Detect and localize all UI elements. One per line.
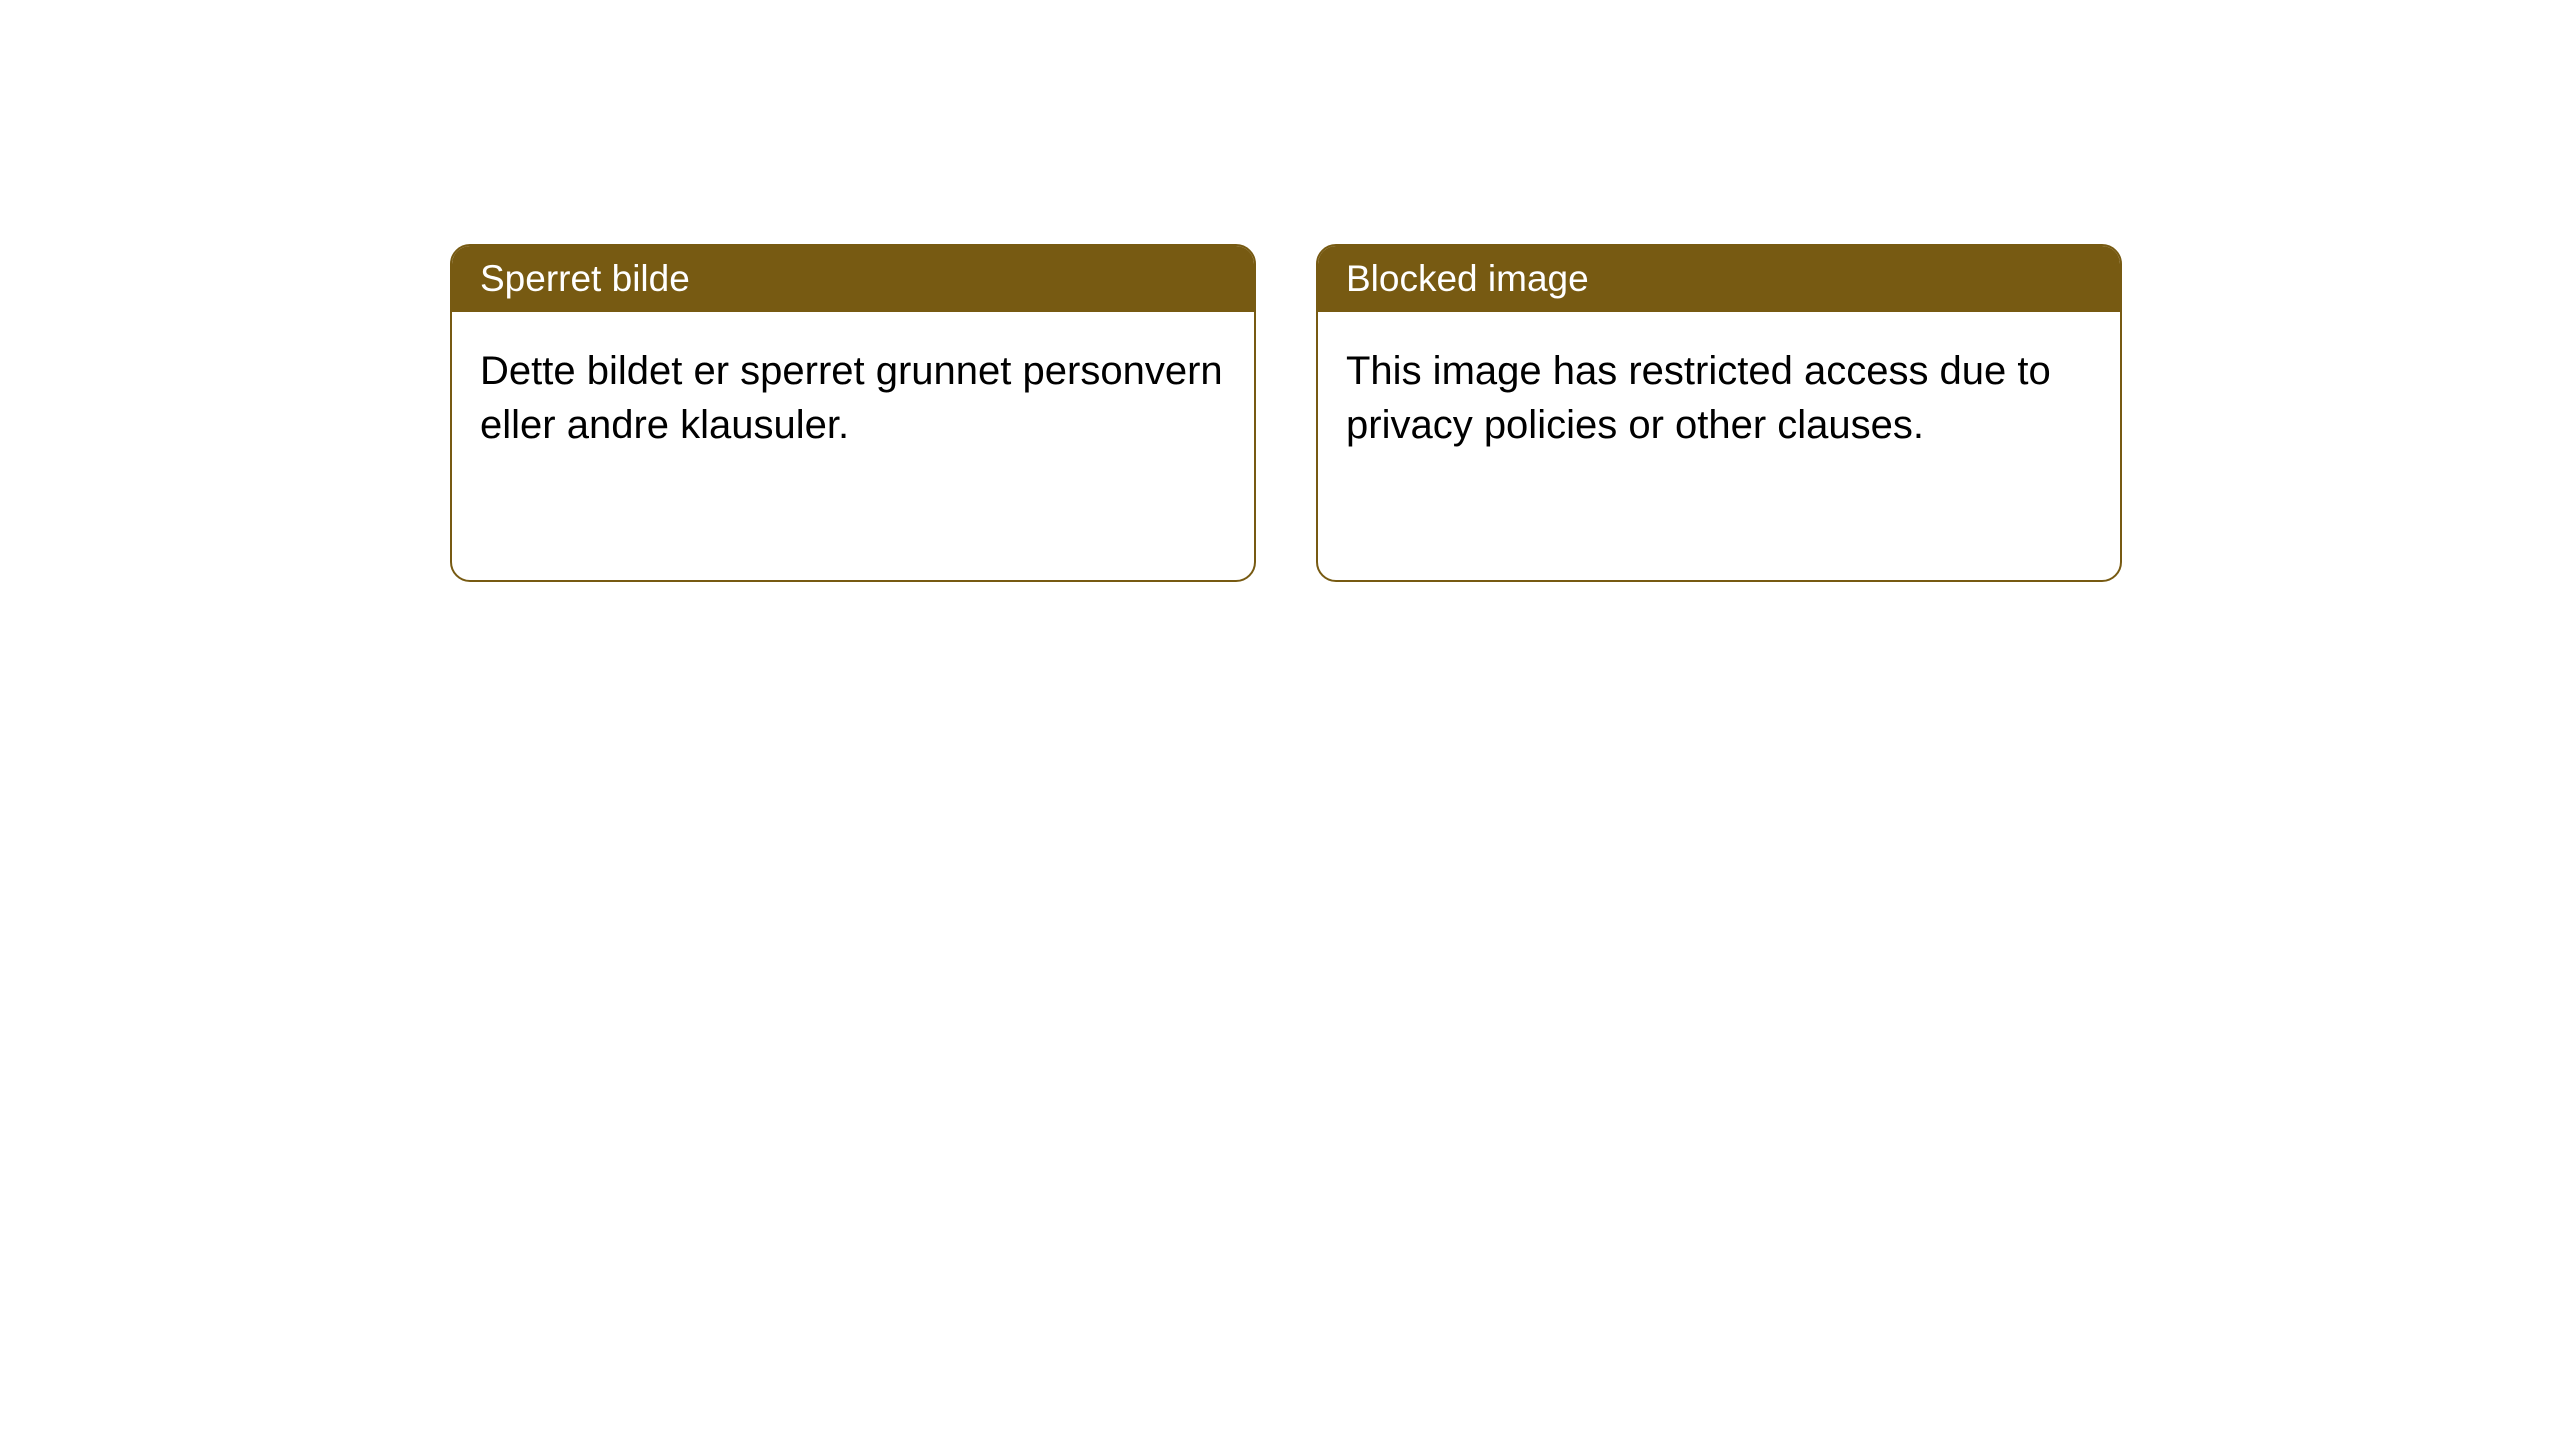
card-title: Sperret bilde — [480, 258, 690, 299]
notice-cards-container: Sperret bilde Dette bildet er sperret gr… — [450, 244, 2122, 582]
notice-card-norwegian: Sperret bilde Dette bildet er sperret gr… — [450, 244, 1256, 582]
card-title: Blocked image — [1346, 258, 1589, 299]
card-header: Blocked image — [1318, 246, 2120, 312]
card-body-text: This image has restricted access due to … — [1346, 349, 2051, 447]
notice-card-english: Blocked image This image has restricted … — [1316, 244, 2122, 582]
card-header: Sperret bilde — [452, 246, 1254, 312]
card-body-text: Dette bildet er sperret grunnet personve… — [480, 349, 1223, 447]
card-body: Dette bildet er sperret grunnet personve… — [452, 312, 1254, 484]
card-body: This image has restricted access due to … — [1318, 312, 2120, 484]
